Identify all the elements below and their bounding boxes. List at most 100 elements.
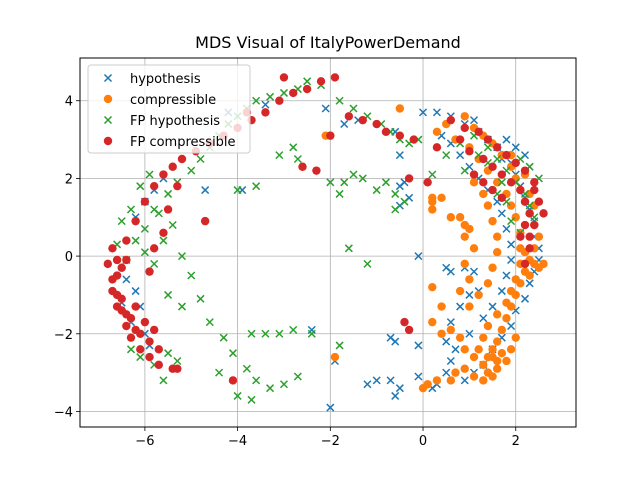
legend-marker xyxy=(103,73,113,83)
data-point xyxy=(465,275,474,284)
y-tick-label: −2 xyxy=(54,328,73,343)
data-point xyxy=(340,120,349,129)
data-point xyxy=(414,252,423,261)
data-point xyxy=(497,178,506,187)
data-point xyxy=(228,349,238,358)
data-point xyxy=(488,185,497,195)
data-point xyxy=(483,143,492,152)
data-point xyxy=(335,341,344,350)
data-point xyxy=(497,325,507,335)
data-point xyxy=(391,205,400,214)
data-point xyxy=(516,232,525,241)
data-point xyxy=(395,151,404,160)
data-point xyxy=(511,158,520,168)
data-point xyxy=(502,356,511,366)
data-point xyxy=(437,329,446,338)
data-point xyxy=(103,259,113,269)
data-point xyxy=(145,267,154,276)
data-point xyxy=(173,356,182,365)
data-point xyxy=(279,88,288,97)
data-point xyxy=(173,181,182,191)
data-point xyxy=(460,345,469,354)
data-point xyxy=(469,170,479,179)
data-point xyxy=(150,205,159,214)
data-point xyxy=(163,205,173,214)
data-point xyxy=(122,255,131,265)
data-point xyxy=(386,333,395,342)
data-point xyxy=(492,178,502,187)
data-point xyxy=(289,325,298,334)
data-point xyxy=(381,127,391,136)
data-point xyxy=(511,333,520,342)
data-point xyxy=(446,115,456,125)
data-point xyxy=(117,263,126,272)
y-tick-label: −4 xyxy=(54,405,73,420)
data-point xyxy=(395,131,405,140)
data-points xyxy=(103,73,548,412)
data-point xyxy=(525,244,534,253)
data-point xyxy=(173,364,182,373)
data-point xyxy=(112,255,122,265)
data-point xyxy=(136,345,145,354)
legend-label: compressible xyxy=(130,93,216,108)
data-point xyxy=(525,279,534,288)
data-point xyxy=(492,143,502,152)
x-tick-label: −6 xyxy=(135,434,154,449)
data-point xyxy=(122,321,131,331)
data-point xyxy=(456,151,465,160)
data-point xyxy=(534,232,544,241)
data-point xyxy=(117,294,126,304)
data-point xyxy=(404,325,414,335)
data-point xyxy=(252,96,261,105)
data-point xyxy=(437,302,446,311)
data-point xyxy=(497,170,507,179)
data-point xyxy=(502,135,511,144)
data-point xyxy=(140,248,149,257)
data-point xyxy=(479,360,488,370)
data-point xyxy=(140,224,149,233)
data-point xyxy=(126,314,136,323)
data-point xyxy=(177,154,187,164)
data-point xyxy=(159,228,168,237)
data-point xyxy=(302,84,312,94)
data-point xyxy=(307,329,316,338)
data-point xyxy=(372,119,381,129)
data-point xyxy=(488,263,497,272)
data-point xyxy=(335,189,344,198)
data-point xyxy=(492,356,502,366)
data-point xyxy=(479,154,488,164)
data-point xyxy=(460,123,469,133)
data-point xyxy=(497,349,507,358)
data-point xyxy=(469,372,479,381)
data-point xyxy=(372,186,381,195)
data-point xyxy=(479,314,488,323)
data-point xyxy=(455,333,465,342)
data-point xyxy=(465,329,474,338)
data-point xyxy=(131,302,140,311)
data-point xyxy=(497,193,507,203)
data-point xyxy=(275,329,284,338)
data-point xyxy=(511,275,520,284)
data-point xyxy=(242,364,251,373)
y-tick-label: 4 xyxy=(65,95,73,110)
data-point xyxy=(506,178,516,187)
data-point xyxy=(149,244,159,253)
data-point xyxy=(479,376,488,385)
data-point xyxy=(488,216,497,226)
data-point xyxy=(474,345,483,354)
data-point xyxy=(428,193,437,203)
data-point xyxy=(414,372,423,381)
data-point xyxy=(432,376,442,385)
data-point xyxy=(507,321,516,331)
data-point xyxy=(200,216,210,226)
data-point xyxy=(168,162,177,171)
data-point xyxy=(140,197,150,206)
data-point xyxy=(154,360,164,370)
data-point xyxy=(511,143,520,152)
data-point xyxy=(164,349,173,358)
data-point xyxy=(469,352,479,362)
data-point xyxy=(349,170,358,179)
data-point xyxy=(502,224,511,233)
data-point xyxy=(446,213,456,222)
